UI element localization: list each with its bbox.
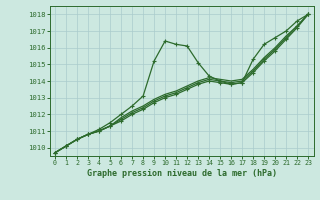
X-axis label: Graphe pression niveau de la mer (hPa): Graphe pression niveau de la mer (hPa)	[87, 169, 276, 178]
